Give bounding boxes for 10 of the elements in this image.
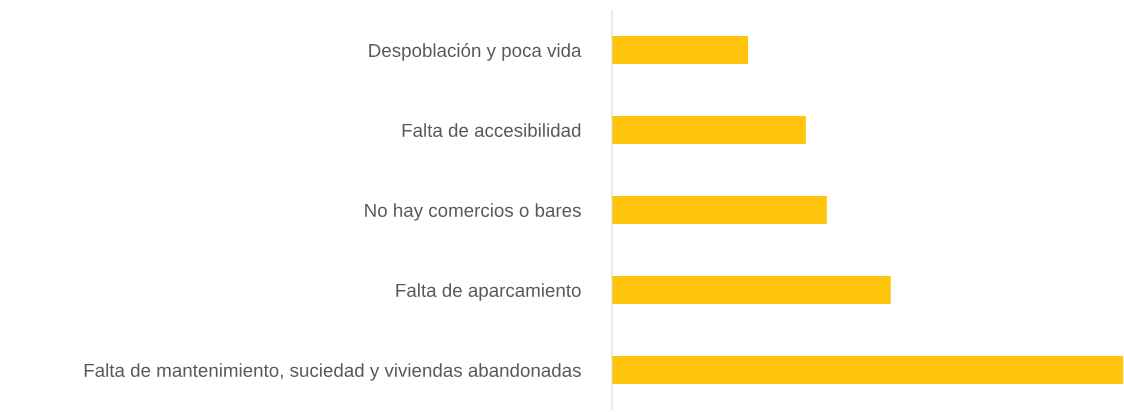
- bar: [612, 196, 827, 224]
- y-tick-label: No hay comercios o bares: [365, 203, 581, 221]
- y-tick-label: Falta de mantenimiento, suciedad y viviendas abandonadas: [84, 363, 581, 381]
- y-tick-label: Despoblación y poca vida: [369, 43, 582, 61]
- y-tick-label: Falta de aparcamiento: [396, 283, 581, 301]
- bar: [612, 116, 806, 144]
- y-tick-label: Falta de accesibilidad: [402, 123, 581, 137]
- bar: [612, 276, 891, 304]
- bar: [612, 356, 1124, 384]
- bar: [612, 36, 749, 64]
